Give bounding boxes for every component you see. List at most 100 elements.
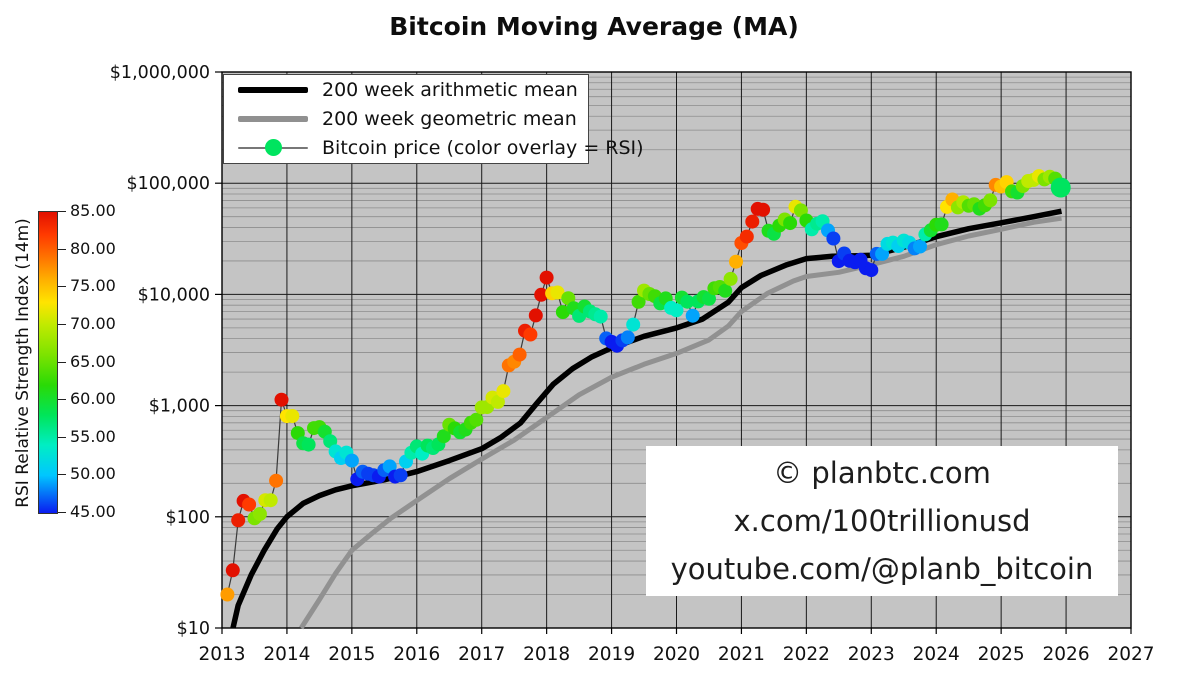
btc-price-dot	[745, 214, 760, 229]
colorbar-tick-label: 65.00	[70, 351, 116, 371]
legend-line-sample	[238, 87, 308, 93]
btc-price-dot	[344, 453, 359, 468]
x-tick-label: 2027	[1107, 644, 1154, 665]
x-tick-label: 2020	[653, 644, 700, 665]
btc-price-dot	[631, 294, 646, 309]
colorbar-tick-label: 85.00	[70, 201, 116, 220]
btc-price-dot	[220, 587, 235, 602]
y-tick-label: $1,000,000	[110, 63, 210, 83]
legend-marker-sample	[238, 139, 308, 156]
btc-price-dot	[555, 305, 570, 320]
colorbar-tick-label: 60.00	[70, 389, 116, 409]
colorbar-tick-mark	[58, 399, 66, 401]
colorbar-tick-label: 80.00	[70, 238, 116, 258]
btc-price-dot	[523, 327, 538, 342]
watermark-box: © planbtc.com x.com/100trillionusd youtube…	[646, 446, 1118, 596]
btc-price-dot	[528, 308, 543, 323]
btc-price-dot	[626, 317, 641, 332]
x-tick-label: 2022	[783, 644, 830, 665]
btc-price-dot	[756, 202, 771, 217]
colorbar-tick-label: 75.00	[70, 276, 116, 296]
btc-price-dot	[550, 285, 565, 300]
x-tick-label: 2024	[913, 644, 960, 665]
btc-price-dot	[983, 193, 998, 208]
rsi-colorbar	[38, 211, 58, 514]
x-tick-label: 2014	[263, 644, 310, 665]
colorbar-tick-mark	[58, 512, 66, 513]
x-tick-label: 2017	[458, 644, 505, 665]
colorbar-tick-mark	[58, 474, 66, 476]
btc-price-dot	[702, 291, 716, 306]
legend-line-swatch	[238, 116, 308, 122]
watermark-line: x.com/100trillionusd	[733, 504, 1031, 538]
colorbar-tick-mark	[58, 211, 66, 212]
legend-item-label: 200 week geometric mean	[322, 108, 577, 130]
btc-price-dot	[685, 308, 700, 323]
colorbar-axis-label: RSI Relative Strength Index (14m)	[13, 218, 33, 508]
colorbar-tick-label: 55.00	[70, 426, 116, 446]
watermark-line: © planbtc.com	[773, 456, 991, 490]
btc-price-dot	[739, 229, 754, 244]
x-tick-label: 2025	[978, 644, 1025, 665]
btc-price-dot	[826, 231, 841, 246]
watermark-line: youtube.com/@planb_bitcoin	[670, 552, 1094, 586]
legend-item-2: Bitcoin price (color overlay = RSI)	[224, 134, 644, 163]
btc-price-dot	[934, 217, 949, 232]
x-tick-label: 2018	[523, 644, 570, 665]
btc-price-dot	[269, 473, 284, 488]
colorbar-tick-mark	[58, 323, 66, 325]
btc-price-dot	[469, 412, 484, 427]
x-tick-label: 2015	[328, 644, 375, 665]
btc-price-dot	[729, 254, 743, 269]
btc-price-dot	[620, 330, 635, 345]
btc-price-dot	[496, 384, 511, 399]
colorbar-tick-label: 50.00	[70, 464, 116, 484]
btc-price-dot	[263, 493, 278, 508]
x-tick-label: 2023	[848, 644, 895, 665]
btc-price-dot	[539, 270, 554, 285]
btc-price-dot	[913, 239, 927, 254]
legend-line-sample	[238, 116, 308, 122]
y-tick-label: $100	[165, 508, 210, 528]
y-tick-label: $100,000	[126, 174, 210, 194]
legend-item-label: 200 week arithmetic mean	[322, 79, 578, 101]
y-tick-label: $10,000	[138, 285, 210, 305]
btc-price-dot	[1050, 177, 1071, 198]
btc-price-dot	[723, 271, 738, 286]
btc-price-dot	[669, 303, 684, 318]
btc-price-dot	[274, 392, 289, 407]
colorbar-tick-mark	[58, 361, 66, 363]
legend-line-swatch	[238, 87, 308, 93]
btc-price-dot	[783, 216, 798, 231]
colorbar-tick-mark	[58, 436, 66, 438]
btc-price-dot	[252, 507, 267, 521]
btc-price-dot	[225, 563, 240, 578]
legend-box: 200 week arithmetic mean 200 week geometr…	[223, 74, 644, 164]
y-tick-label: $1,000	[149, 397, 210, 417]
btc-price-dot	[231, 513, 246, 528]
btc-price-dot	[718, 283, 733, 298]
colorbar-tick-label: 70.00	[70, 313, 116, 333]
btc-price-dot	[680, 294, 695, 309]
chart-title: Bitcoin Moving Average (MA)	[389, 12, 799, 41]
btc-price-dot	[393, 468, 408, 483]
x-tick-label: 2021	[718, 644, 765, 665]
x-tick-label: 2019	[588, 644, 635, 665]
btc-price-dot	[534, 287, 549, 302]
x-tick-label: 2016	[393, 644, 440, 665]
btc-price-dot	[864, 263, 879, 278]
btc-price-dot	[436, 429, 451, 444]
arithmetic-mean-line	[230, 208, 1063, 629]
btc-price-dot	[242, 497, 257, 512]
colorbar-tick-label: 45.00	[70, 502, 116, 521]
legend-price-dot	[265, 139, 282, 156]
y-tick-label: $10	[177, 619, 210, 639]
btc-price-dot	[512, 347, 527, 362]
btc-price-dot	[285, 409, 300, 423]
btc-price-dot	[301, 437, 316, 452]
btc-price-dot	[593, 309, 608, 324]
x-tick-label: 2026	[1043, 644, 1090, 665]
legend-item-1: 200 week geometric mean	[224, 105, 588, 134]
btc-price-dot	[490, 394, 505, 409]
